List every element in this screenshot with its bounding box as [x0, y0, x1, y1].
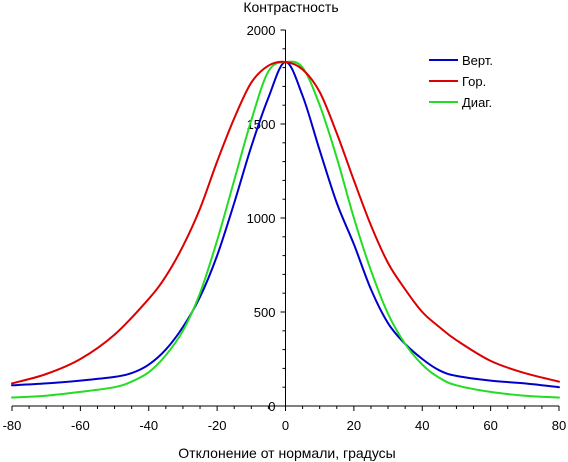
- x-tick-label: 0: [282, 418, 289, 433]
- y-tick-label: 1000: [247, 211, 276, 226]
- series-lines: [11, 60, 560, 399]
- y-tick-label: 500: [254, 305, 276, 320]
- x-tick-label: 40: [415, 418, 429, 433]
- series-line-2: [11, 60, 560, 385]
- legend: Верт. Гор. Диаг.: [429, 53, 493, 110]
- y-tick-label: 0: [268, 399, 275, 414]
- x-tick-label: -40: [139, 418, 158, 433]
- x-tick-label: -20: [208, 418, 227, 433]
- y-axis-title: Контрастность: [243, 0, 338, 15]
- x-tick-label: -80: [3, 418, 22, 433]
- axes: -80 -60 -40 -20 0 20 40 60 80 0 500 1000 1500 2000: [3, 23, 567, 433]
- x-tick-label: 80: [552, 418, 566, 433]
- y-tick-label: 2000: [247, 23, 276, 38]
- x-tick-label: -60: [71, 418, 90, 433]
- legend-label: Верт.: [462, 53, 493, 68]
- legend-label: Диаг.: [462, 95, 492, 110]
- x-tick-label: 20: [347, 418, 361, 433]
- y-tick-label: 1500: [247, 117, 276, 132]
- x-axis-title: Отклонение от нормали, градусы: [178, 445, 395, 461]
- x-tick-label: 60: [483, 418, 497, 433]
- legend-label: Гор.: [462, 74, 486, 89]
